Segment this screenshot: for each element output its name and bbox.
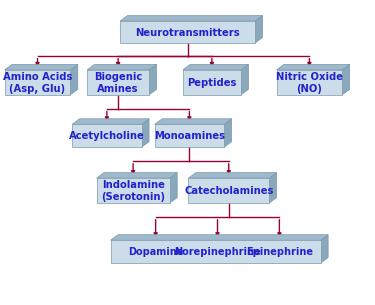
Polygon shape [87, 64, 157, 70]
Polygon shape [183, 64, 248, 70]
FancyBboxPatch shape [5, 70, 70, 95]
Polygon shape [241, 64, 248, 95]
Polygon shape [224, 119, 231, 147]
Text: Neurotransmitters: Neurotransmitters [135, 28, 240, 38]
Polygon shape [276, 64, 350, 70]
FancyBboxPatch shape [276, 70, 342, 95]
Polygon shape [70, 64, 78, 95]
Polygon shape [111, 235, 328, 240]
Polygon shape [255, 16, 262, 43]
FancyBboxPatch shape [188, 178, 269, 203]
Polygon shape [188, 173, 276, 178]
FancyBboxPatch shape [183, 70, 241, 95]
Polygon shape [120, 16, 262, 21]
Text: Nitric Oxide
(NO): Nitric Oxide (NO) [276, 72, 343, 94]
Text: Norepinephrine: Norepinephrine [174, 247, 261, 257]
Text: Epinephrine: Epinephrine [246, 247, 313, 257]
Text: Peptides: Peptides [187, 78, 237, 88]
Text: Biogenic
Amines: Biogenic Amines [94, 72, 142, 94]
Polygon shape [342, 64, 350, 95]
FancyBboxPatch shape [87, 70, 149, 95]
FancyBboxPatch shape [120, 21, 255, 43]
Text: Acetylcholine: Acetylcholine [69, 131, 145, 141]
Polygon shape [5, 64, 78, 70]
Text: Dopamine: Dopamine [128, 247, 183, 257]
Polygon shape [141, 119, 149, 147]
Polygon shape [96, 173, 177, 178]
Text: Catecholamines: Catecholamines [184, 186, 273, 196]
Polygon shape [154, 119, 231, 124]
FancyBboxPatch shape [72, 124, 141, 147]
Text: Indolamine
(Serotonin): Indolamine (Serotonin) [101, 181, 165, 202]
Polygon shape [170, 173, 177, 203]
Polygon shape [149, 64, 157, 95]
Polygon shape [72, 119, 149, 124]
FancyBboxPatch shape [111, 240, 321, 263]
FancyBboxPatch shape [154, 124, 224, 147]
Polygon shape [269, 173, 276, 203]
FancyBboxPatch shape [96, 178, 170, 203]
Polygon shape [321, 235, 328, 263]
Text: Amino Acids
(Asp, Glu): Amino Acids (Asp, Glu) [3, 72, 72, 94]
Text: Monoamines: Monoamines [154, 131, 225, 141]
